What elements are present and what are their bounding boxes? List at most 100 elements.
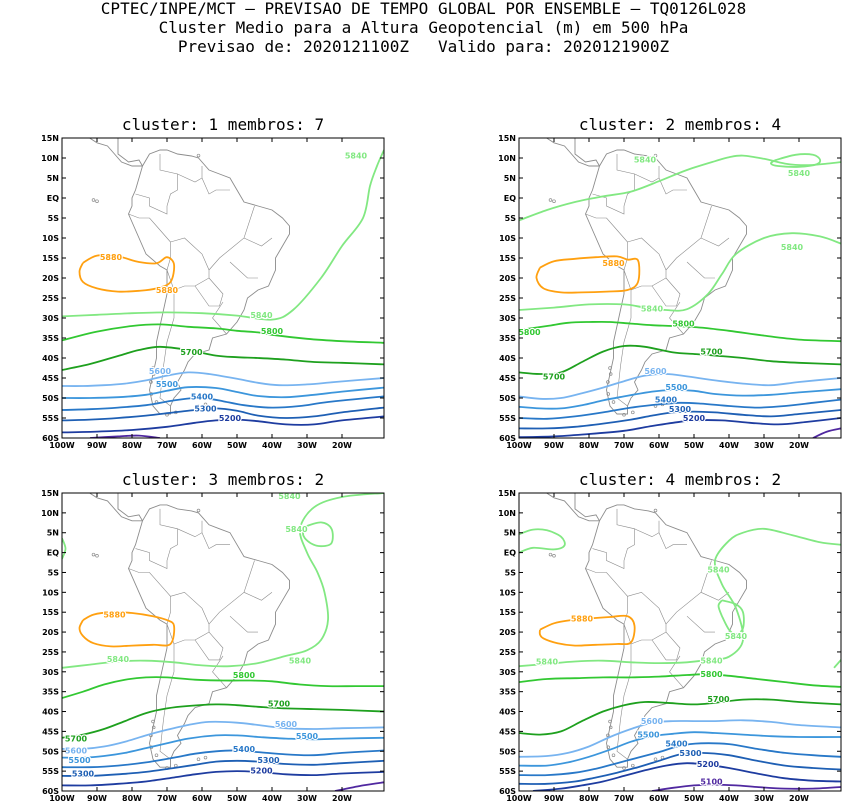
y-tick-label: 5S: [505, 568, 517, 577]
country-border: [651, 631, 681, 661]
country-border: [700, 592, 730, 601]
contours: [62, 149, 384, 438]
y-tick-label: EQ: [504, 194, 516, 203]
contour-5840: [302, 521, 334, 548]
island: [631, 410, 635, 415]
island: [588, 464, 591, 467]
contours: [519, 527, 841, 791]
y-tick-label: 15S: [42, 254, 59, 263]
contour-5840: [833, 659, 841, 669]
x-tick-label: 80W: [122, 441, 142, 450]
contour-label-5840: 5840: [641, 304, 664, 313]
contour-label-5500: 5500: [156, 380, 179, 389]
island: [196, 508, 201, 513]
island: [653, 757, 658, 761]
cluster-panel-2: cluster: 2 membros: 4 5880 5840 5840 5840 584…: [498, 106, 842, 450]
contour-5300: [62, 406, 384, 422]
contour-label-5840: 5840: [289, 657, 312, 666]
island: [608, 372, 613, 376]
island: [579, 106, 582, 109]
contour-label-5700: 5700: [65, 735, 88, 744]
y-tick-label: 30S: [499, 314, 516, 323]
contour-label-5600: 5600: [641, 717, 664, 726]
country-border: [194, 277, 224, 307]
contour-5840: [519, 528, 566, 554]
country-border: [177, 520, 203, 538]
contour-5840: [770, 153, 822, 168]
contour-5600: [62, 720, 384, 750]
panel-title: cluster: 4 membros: 2: [579, 470, 781, 489]
y-tick-label: 10S: [499, 234, 516, 243]
contour-label-5840: 5840: [345, 152, 368, 161]
country-border: [634, 166, 660, 183]
contour-label-5700: 5700: [543, 372, 566, 381]
map-frame: [61, 492, 385, 792]
y-tick-label: 20S: [499, 274, 516, 283]
contour-5200: [532, 762, 841, 791]
y-tick-label: 35S: [499, 334, 516, 343]
y-tick-label: EQ: [47, 194, 59, 203]
central-america-coast: [573, 138, 600, 167]
y-tick-label: 25S: [499, 294, 516, 303]
contour-label-5840: 5840: [536, 658, 559, 667]
y-tick-label: 50S: [499, 747, 516, 756]
island: [548, 198, 553, 202]
contour-5880: [78, 254, 176, 293]
x-tick-label: 60W: [192, 794, 212, 803]
map-frame: [518, 492, 842, 792]
y-tick-label: 60S: [42, 787, 59, 796]
central-america-coast: [545, 493, 600, 522]
y-tick-label: 60S: [499, 787, 516, 796]
contour-label-5300: 5300: [194, 404, 217, 413]
contour-label-5840: 5840: [781, 243, 804, 252]
contour-5700: [62, 703, 384, 739]
contour-label-5840: 5840: [725, 632, 748, 641]
contour-label-5400: 5400: [665, 739, 688, 748]
contour-label-5500: 5500: [665, 383, 688, 392]
country-border: [665, 205, 712, 271]
x-tick-label: 100W: [49, 441, 75, 450]
contour-label-5500: 5500: [637, 731, 660, 740]
contour-label-5840: 5840: [107, 655, 130, 664]
y-tick-label: 40S: [499, 354, 516, 363]
y-tick-label: EQ: [47, 549, 59, 558]
island: [151, 719, 155, 724]
y-tick-label: 10N: [41, 154, 59, 163]
island: [122, 106, 125, 109]
contour-label-5880: 5880: [100, 253, 123, 262]
country-border: [135, 508, 178, 569]
country-border: [135, 154, 178, 215]
contour-5880: [538, 614, 636, 647]
country-border: [634, 520, 660, 538]
contour-label-5880: 5880: [103, 611, 126, 620]
contour-5880: [535, 255, 641, 294]
x-tick-label: 90W: [544, 794, 564, 803]
country-border: [616, 644, 632, 760]
country-border: [700, 237, 730, 247]
contour-5840: [62, 493, 384, 669]
island: [151, 366, 155, 370]
contour-5700: [62, 345, 384, 371]
x-tick-label: 30W: [297, 794, 317, 803]
contour-5100: [651, 783, 841, 791]
y-tick-label: 20S: [499, 628, 516, 637]
island: [606, 733, 610, 738]
y-tick-label: 10N: [498, 154, 516, 163]
island: [552, 554, 556, 558]
island: [631, 763, 635, 768]
contour-label-5700: 5700: [707, 695, 730, 704]
island: [622, 766, 626, 770]
x-tick-label: 50W: [227, 794, 247, 803]
x-tick-label: 30W: [754, 441, 774, 450]
country-border: [229, 261, 258, 279]
y-tick-label: 55S: [499, 414, 516, 423]
country-border: [651, 277, 681, 307]
x-tick-label: 70W: [614, 794, 634, 803]
continent-outline: [585, 149, 747, 415]
central-america-coast: [88, 138, 143, 167]
y-tick-label: 55S: [42, 414, 59, 423]
contour-label-5600: 5600: [65, 747, 88, 756]
x-tick-label: 80W: [579, 794, 599, 803]
y-tick-label: 30S: [42, 668, 59, 677]
island: [149, 380, 153, 384]
